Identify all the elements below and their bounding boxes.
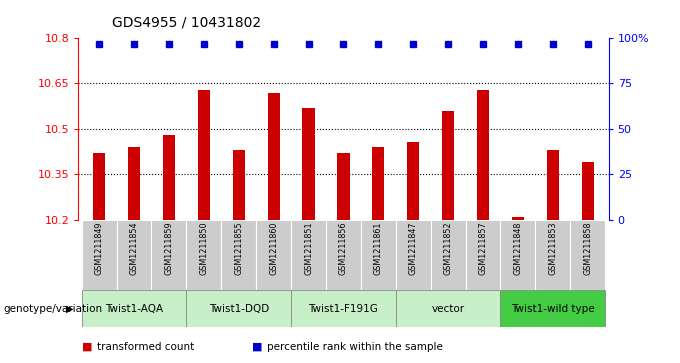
Text: ■: ■ — [82, 342, 92, 352]
Bar — [267, 93, 279, 220]
Bar — [256, 220, 291, 290]
Text: GSM1211851: GSM1211851 — [304, 222, 313, 275]
Text: GSM1211855: GSM1211855 — [234, 222, 243, 276]
Bar — [372, 147, 384, 220]
Bar — [477, 90, 489, 220]
Bar — [128, 147, 140, 220]
Bar — [407, 142, 420, 220]
Bar — [337, 153, 350, 220]
Bar — [571, 220, 605, 290]
Text: GSM1211852: GSM1211852 — [443, 222, 453, 276]
Text: GSM1211860: GSM1211860 — [269, 222, 278, 275]
Text: percentile rank within the sample: percentile rank within the sample — [267, 342, 443, 352]
Text: GSM1211861: GSM1211861 — [374, 222, 383, 275]
Bar — [466, 220, 500, 290]
Bar — [82, 290, 186, 327]
Bar — [581, 162, 594, 220]
Bar — [186, 290, 291, 327]
Bar — [535, 220, 571, 290]
Bar — [430, 220, 466, 290]
Bar — [198, 90, 210, 220]
Bar — [291, 220, 326, 290]
Bar — [93, 153, 105, 220]
Bar — [221, 220, 256, 290]
Text: GSM1211854: GSM1211854 — [129, 222, 139, 275]
Bar — [326, 220, 361, 290]
Text: GSM1211858: GSM1211858 — [583, 222, 592, 275]
Bar — [396, 290, 500, 327]
Text: GSM1211859: GSM1211859 — [165, 222, 173, 276]
Bar — [82, 220, 116, 290]
Text: vector: vector — [432, 303, 464, 314]
Text: Twist1-AQA: Twist1-AQA — [105, 303, 163, 314]
Bar — [163, 135, 175, 220]
Bar — [512, 217, 524, 220]
Bar — [500, 220, 535, 290]
Bar — [547, 150, 559, 220]
Bar — [500, 290, 605, 327]
Text: GSM1211847: GSM1211847 — [409, 222, 418, 275]
Text: GSM1211853: GSM1211853 — [548, 222, 558, 275]
Text: genotype/variation: genotype/variation — [3, 303, 103, 314]
Text: Twist1-F191G: Twist1-F191G — [309, 303, 378, 314]
Text: Twist1-wild type: Twist1-wild type — [511, 303, 594, 314]
Text: GSM1211857: GSM1211857 — [479, 222, 488, 276]
Bar — [442, 111, 454, 220]
Text: GSM1211849: GSM1211849 — [95, 222, 103, 275]
Bar — [186, 220, 221, 290]
Text: GDS4955 / 10431802: GDS4955 / 10431802 — [112, 15, 261, 29]
Text: ▶: ▶ — [66, 303, 73, 314]
Bar — [152, 220, 186, 290]
Bar — [116, 220, 152, 290]
Bar — [396, 220, 430, 290]
Text: GSM1211848: GSM1211848 — [513, 222, 522, 275]
Bar — [291, 290, 396, 327]
Bar — [303, 108, 315, 220]
Bar — [361, 220, 396, 290]
Text: ■: ■ — [252, 342, 262, 352]
Text: Twist1-DQD: Twist1-DQD — [209, 303, 269, 314]
Text: GSM1211850: GSM1211850 — [199, 222, 208, 275]
Bar — [233, 150, 245, 220]
Text: transformed count: transformed count — [97, 342, 194, 352]
Text: GSM1211856: GSM1211856 — [339, 222, 348, 275]
